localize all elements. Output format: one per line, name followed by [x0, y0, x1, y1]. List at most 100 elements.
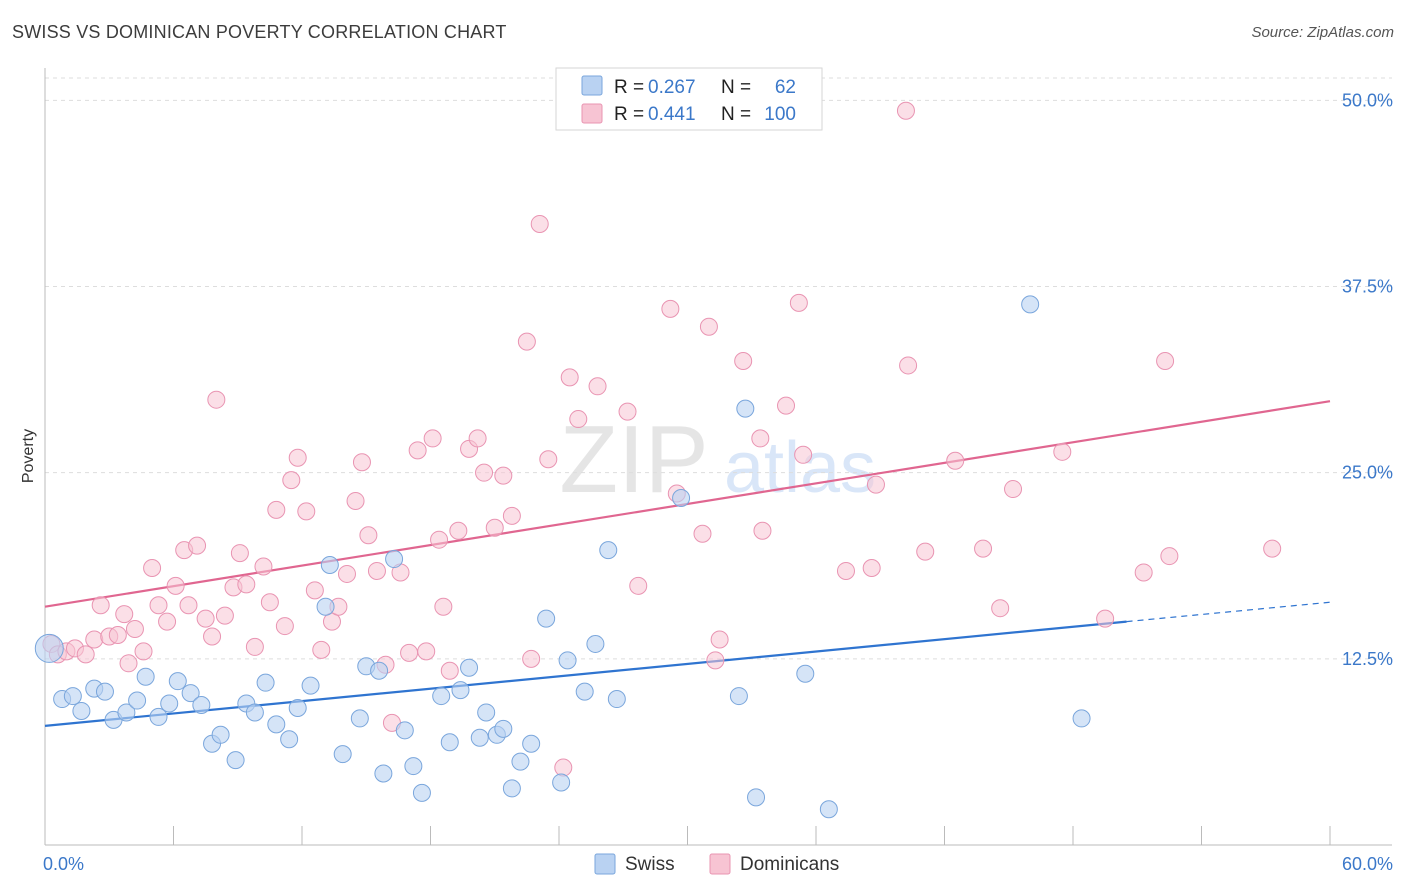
- swiss-point: [149, 707, 168, 726]
- swiss-point: [385, 550, 404, 569]
- dominicans-point: [1160, 547, 1179, 566]
- dominicans-point: [661, 299, 680, 318]
- swiss-point: [136, 667, 155, 686]
- dominicans-point: [158, 612, 177, 631]
- swiss-point: [267, 715, 286, 734]
- swiss-point: [34, 633, 64, 663]
- dominicans-point: [517, 332, 536, 351]
- swiss-point: [586, 634, 605, 653]
- dominicans-point: [260, 593, 279, 612]
- swiss-point: [320, 556, 339, 575]
- swiss-point: [607, 690, 626, 709]
- dominicans-point: [367, 561, 386, 580]
- swiss-point: [63, 687, 82, 706]
- dominicans-point: [115, 605, 134, 624]
- legend-r-value-dominicans: 0.441: [648, 104, 696, 125]
- swiss-point: [280, 730, 299, 749]
- legend-n-label-swiss: N =: [721, 77, 751, 98]
- dominicans-point: [254, 557, 273, 576]
- dominicans-point: [237, 575, 256, 594]
- swiss-point: [160, 694, 179, 713]
- swiss-point: [736, 399, 755, 418]
- dominicans-point: [1263, 539, 1282, 558]
- y-tick-label: 12.5%: [1342, 649, 1393, 669]
- dominicans-point: [346, 491, 365, 510]
- swiss-point: [350, 709, 369, 728]
- dominicans-point: [710, 630, 729, 649]
- dominicans-point: [312, 640, 331, 659]
- dominicans-point: [693, 524, 712, 543]
- swiss-point: [256, 673, 275, 692]
- dominicans-point: [1004, 480, 1023, 499]
- bottom-legend-swatch-dominicans: [709, 853, 731, 875]
- swiss-point: [470, 728, 489, 747]
- dominicans-point: [149, 596, 168, 615]
- swiss-point: [288, 698, 307, 717]
- bottom-legend-swatch-swiss: [594, 853, 616, 875]
- dominicans-point: [196, 609, 215, 628]
- dominicans-point: [494, 466, 513, 485]
- dominicans-point: [468, 429, 487, 448]
- swiss-point: [796, 664, 815, 683]
- swiss-point: [747, 788, 766, 807]
- dominicans-point: [430, 530, 449, 549]
- swiss-point: [477, 703, 496, 722]
- swiss-point: [168, 672, 187, 691]
- swiss-point: [211, 725, 230, 744]
- dominicans-point: [588, 377, 607, 396]
- dominicans-point: [974, 539, 993, 558]
- dominicans-point: [203, 627, 222, 646]
- dominicans-point: [91, 596, 110, 615]
- dominicans-point: [408, 441, 427, 460]
- swiss-point: [511, 752, 530, 771]
- axes: 12.5% 25.0% 37.5% 50.0% 0.0% 60.0%: [43, 68, 1393, 874]
- dominicans-point: [267, 500, 286, 519]
- dominicans-point: [862, 558, 881, 577]
- dominicans-point: [794, 445, 813, 464]
- legend-r-label-dominicans: R =: [614, 104, 644, 125]
- dominicans-point: [866, 475, 885, 494]
- stats-legend: R = 0.267 N = 62 R = 0.441 N = 100: [555, 67, 823, 131]
- dominicans-point: [789, 293, 808, 312]
- dominicans-point: [297, 502, 316, 521]
- legend-n-value-swiss: 62: [775, 77, 796, 98]
- swiss-point: [316, 597, 335, 616]
- swiss-point: [522, 734, 541, 753]
- y-tick-label: 25.0%: [1342, 463, 1393, 483]
- swiss-point: [1021, 295, 1040, 314]
- swiss-point: [412, 783, 431, 802]
- dominicans-point: [359, 526, 378, 545]
- swiss-point: [558, 651, 577, 670]
- dominicans-point: [108, 626, 127, 645]
- legend-swatch-swiss: [581, 75, 603, 96]
- swiss-trend-extension: [1126, 601, 1331, 623]
- dominicans-point: [554, 758, 573, 777]
- dominicans-point: [188, 536, 207, 555]
- swiss-point: [1072, 709, 1091, 728]
- swiss-point: [128, 691, 147, 710]
- swiss-point: [192, 696, 211, 715]
- swiss-point: [181, 684, 200, 703]
- dominicans-point: [245, 637, 264, 656]
- swiss-point: [440, 733, 459, 752]
- dominicans-point: [85, 630, 104, 649]
- bottom-legend-label-swiss: Swiss: [625, 854, 675, 875]
- dominicans-point: [618, 402, 637, 421]
- dominicans-point: [440, 661, 459, 680]
- swiss-point: [226, 751, 245, 770]
- chart-title: SWISS VS DOMINICAN POVERTY CORRELATION C…: [12, 22, 507, 42]
- dominicans-point: [539, 450, 558, 469]
- dominicans-point: [400, 643, 419, 662]
- series-legend: Swiss Dominicans: [594, 853, 839, 875]
- dominicans-point: [753, 521, 772, 540]
- dominicans-point: [502, 506, 521, 525]
- dominicans-point: [706, 651, 725, 670]
- dominicans-point: [322, 612, 341, 631]
- swiss-point: [370, 661, 389, 680]
- swiss-trend-line: [44, 620, 1127, 727]
- dominicans-point: [179, 596, 198, 615]
- y-axis-label: Poverty: [20, 429, 37, 483]
- dominicans-point: [560, 368, 579, 387]
- dominicans-point: [699, 317, 718, 336]
